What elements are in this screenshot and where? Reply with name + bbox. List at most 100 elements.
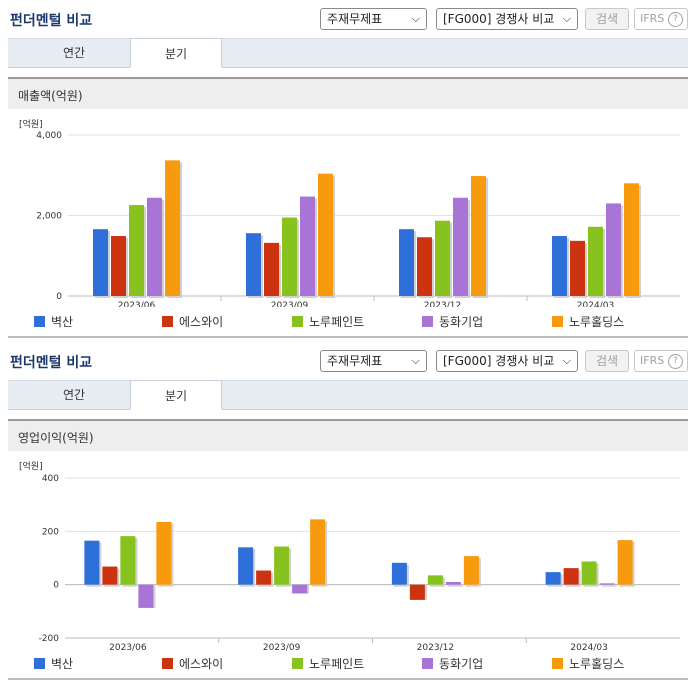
legend-item[interactable]: 노루홀딩스 (552, 313, 624, 330)
fundamental-panel-operating-profit: 펀더멘털 비교 주재무제표 ⌵ [FG000] 경쟁사 비교 ⌵ 검색 IFRS… (0, 342, 696, 684)
x-tick-label: 2023/09 (271, 301, 309, 307)
statement-select-value: 주재무제표 (327, 354, 383, 368)
x-tick-label: 2024/03 (570, 643, 607, 651)
legend-label: 노루홀딩스 (569, 657, 625, 671)
panel-divider (8, 336, 688, 338)
bar (111, 236, 126, 296)
legend-swatch (422, 316, 433, 327)
bar (427, 575, 443, 585)
compare-select-value: [FG000] 경쟁사 비교 (443, 12, 555, 26)
period-tabs: 연간 분기 (8, 38, 688, 68)
legend-item[interactable]: 동화기업 (422, 655, 483, 672)
legend-label: 노루페인트 (309, 657, 365, 671)
tab-annual[interactable]: 연간 (62, 388, 86, 402)
bar (409, 584, 425, 600)
bar-shadow (601, 585, 617, 587)
legend-item[interactable]: 에스와이 (162, 313, 223, 330)
legend-item[interactable]: 동화기업 (422, 313, 483, 330)
tab-annual[interactable]: 연간 (62, 46, 86, 60)
bar (552, 236, 567, 296)
legend-label: 동화기업 (439, 315, 484, 329)
tab-quarterly[interactable]: 분기 (130, 38, 222, 68)
bar (570, 240, 585, 296)
search-button[interactable]: 검색 (585, 350, 629, 372)
bar (238, 547, 254, 585)
y-tick-label: 4,000 (36, 131, 62, 141)
bar (300, 196, 315, 296)
legend-swatch (34, 316, 45, 327)
statement-select-value: 주재무제표 (327, 12, 383, 26)
tab-quarterly[interactable]: 분기 (130, 380, 222, 410)
bar (246, 233, 261, 296)
x-tick-label: 2023/12 (417, 643, 454, 651)
compare-select[interactable]: [FG000] 경쟁사 비교 ⌵ (436, 350, 578, 372)
legend-swatch (34, 658, 45, 669)
legend-swatch (292, 316, 303, 327)
chevron-down-icon: ⌵ (562, 12, 571, 25)
sales-bar-chart: [억원] 0 2,000 4,000 2023/06 2023/09 2023/12 2024… (19, 118, 680, 307)
y-tick-label: 200 (42, 527, 59, 537)
help-icon: ? (668, 354, 683, 369)
legend-item[interactable]: 에스와이 (162, 655, 223, 672)
y-tick-label: 2,000 (36, 212, 62, 222)
section-title: 매출액(억원) (18, 89, 83, 103)
bar-shadow (447, 584, 463, 587)
fundamental-panel-sales: 펀더멘털 비교 주재무제표 ⌵ [FG000] 경쟁사 비교 ⌵ 검색 IFRS… (0, 0, 696, 338)
panel-title: 펀더멘털 비교 (10, 13, 93, 29)
ifrs-button[interactable]: IFRS ? (634, 350, 688, 372)
bar (264, 242, 279, 296)
bar (445, 582, 461, 585)
y-unit-label: [억원] (19, 118, 43, 130)
y-tick-label: 400 (42, 474, 59, 484)
legend-swatch (552, 316, 563, 327)
legend-label: 노루페인트 (309, 315, 365, 329)
bar (435, 220, 450, 296)
bar (545, 572, 561, 585)
chart-legend: 벽산 에스와이 노루페인트 동화기업 노루홀딩스 (34, 313, 674, 329)
x-tick-label: 2023/09 (263, 643, 301, 651)
bar (588, 226, 603, 296)
chevron-down-icon: ⌵ (411, 12, 420, 25)
legend-item[interactable]: 벽산 (34, 313, 73, 330)
bar (471, 176, 486, 296)
legend-swatch (292, 658, 303, 669)
compare-select-value: [FG000] 경쟁사 비교 (443, 354, 555, 368)
operating-profit-bar-chart: [억원] -200 0 200 400 2023/06 2023/09 2023/12 2024… (19, 460, 680, 651)
ifrs-label: IFRS (640, 12, 665, 25)
y-tick-label: -200 (39, 634, 60, 644)
bar (391, 562, 407, 585)
bar (417, 237, 432, 296)
search-button[interactable]: 검색 (585, 8, 629, 30)
legend-item[interactable]: 노루페인트 (292, 313, 364, 330)
statement-select[interactable]: 주재무제표 ⌵ (320, 350, 427, 372)
bar (606, 203, 621, 296)
legend-label: 노루홀딩스 (569, 315, 625, 329)
section-header: 영업이익(억원) (8, 419, 688, 451)
bar (581, 561, 597, 585)
chevron-down-icon: ⌵ (562, 354, 571, 367)
panel-header: 펀더멘털 비교 주재무제표 ⌵ [FG000] 경쟁사 비교 ⌵ 검색 IFRS… (0, 0, 696, 36)
section-title: 영업이익(억원) (18, 431, 94, 445)
compare-select[interactable]: [FG000] 경쟁사 비교 ⌵ (436, 8, 578, 30)
legend-swatch (552, 658, 563, 669)
ifrs-button[interactable]: IFRS ? (634, 8, 688, 30)
bar (120, 536, 136, 585)
legend-label: 동화기업 (439, 657, 484, 671)
bar (138, 584, 154, 608)
panel-title: 펀더멘털 비교 (10, 355, 93, 371)
bar (624, 183, 639, 296)
bar (292, 584, 308, 594)
panel-divider (8, 678, 688, 680)
section-header: 매출액(억원) (8, 77, 688, 109)
chevron-down-icon: ⌵ (411, 354, 420, 367)
bar (463, 556, 479, 585)
bar (453, 197, 468, 296)
bar (129, 205, 144, 296)
legend-item[interactable]: 노루페인트 (292, 655, 364, 672)
bar (156, 522, 172, 585)
bar (102, 566, 118, 585)
statement-select[interactable]: 주재무제표 ⌵ (320, 8, 427, 30)
legend-item[interactable]: 벽산 (34, 655, 73, 672)
legend-item[interactable]: 노루홀딩스 (552, 655, 624, 672)
bar (256, 570, 272, 585)
